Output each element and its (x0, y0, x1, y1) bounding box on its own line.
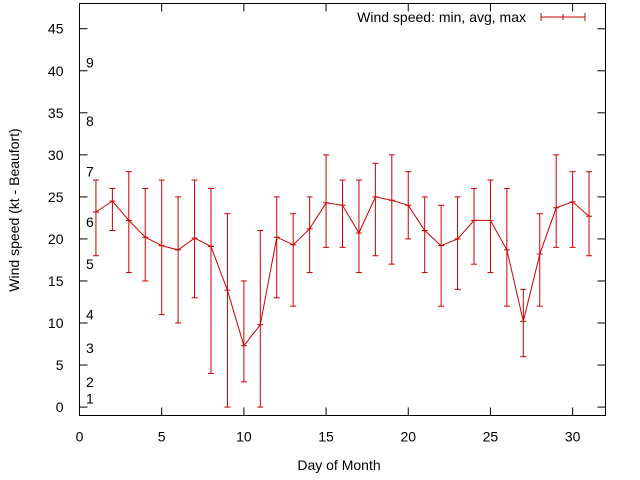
y-tick-label: 5 (56, 357, 64, 373)
x-tick-label: 0 (76, 429, 84, 445)
x-axis-label: Day of Month (297, 457, 380, 473)
y-axis-label: Wind speed (kt - Beaufort) (6, 128, 22, 291)
beaufort-label: 5 (86, 256, 94, 272)
y-tick-label: 35 (48, 105, 64, 121)
beaufort-label: 9 (86, 54, 94, 70)
beaufort-label: 4 (86, 307, 94, 323)
plot-area-frame (79, 3, 606, 416)
x-tick-label: 10 (236, 429, 252, 445)
beaufort-label: 8 (86, 113, 94, 129)
beaufort-label: 1 (86, 391, 94, 407)
x-tick-label: 20 (400, 429, 416, 445)
y-tick-label: 45 (48, 21, 64, 37)
legend-label: Wind speed: min, avg, max (357, 9, 526, 25)
x-tick-label: 30 (565, 429, 581, 445)
y-tick-label: 20 (48, 231, 64, 247)
beaufort-label: 6 (86, 214, 94, 230)
beaufort-label: 7 (86, 164, 94, 180)
beaufort-label: 2 (86, 374, 94, 390)
y-tick-label: 30 (48, 147, 64, 163)
x-tick-label: 5 (158, 429, 166, 445)
y-tick-label: 0 (56, 399, 64, 415)
beaufort-label: 3 (86, 340, 94, 356)
beaufort-scale: 12 3 4 5 6 7 8 9 (86, 54, 94, 406)
y-tick-label: 40 (48, 63, 64, 79)
legend: Wind speed: min, avg, max (357, 9, 586, 25)
x-tick-label: 15 (318, 429, 334, 445)
series-group (92, 154, 593, 408)
y-tick-label: 15 (48, 273, 64, 289)
x-tick-label: 25 (483, 429, 499, 445)
x-axis: 0 5 10 15 20 25 30 (76, 3, 581, 445)
y-tick-label: 10 (48, 315, 64, 331)
y-tick-label: 25 (48, 189, 64, 205)
